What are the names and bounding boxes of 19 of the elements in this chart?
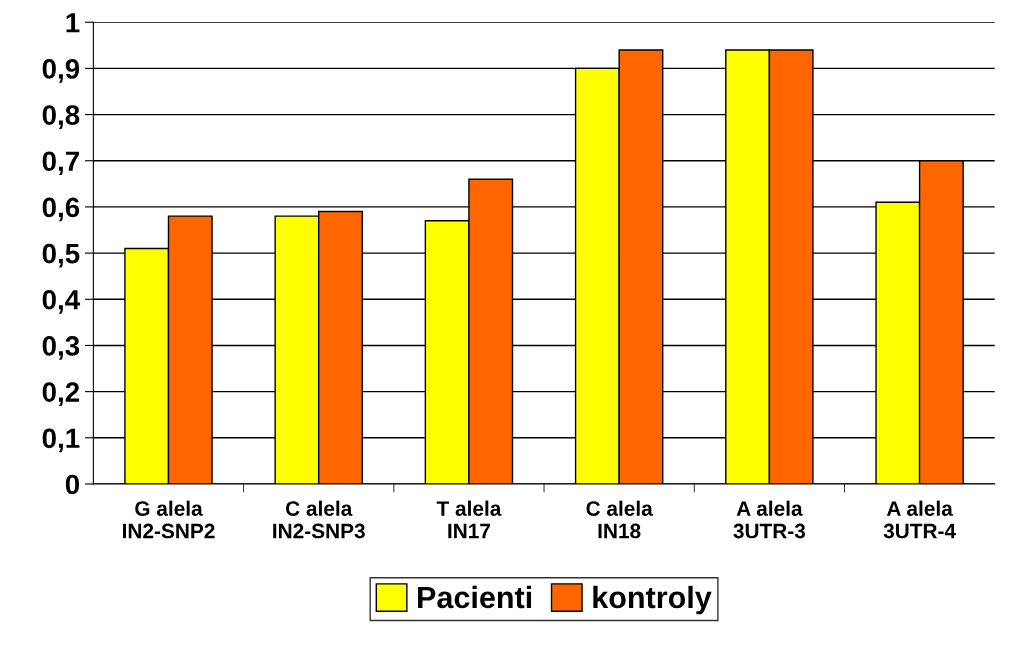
legend-label: kontroly: [593, 585, 712, 615]
y-tick-label: 0: [65, 474, 80, 495]
x-tick-label: A alela 3UTR-4: [883, 500, 956, 539]
y-tick-label: 0,8: [42, 105, 80, 129]
y-tick-label: 0,5: [42, 243, 80, 268]
x-tick-label: A alela 3UTR-3: [733, 500, 806, 539]
y-tick-label: 1: [66, 13, 80, 33]
legend-label: Pacienti: [418, 585, 532, 609]
x-tick-label: C alela IN2-SNP3: [273, 500, 365, 539]
y-tick-label: 0,9: [42, 59, 80, 83]
y-tick-label: 0,3: [42, 336, 80, 360]
y-tick-label: 0,1: [42, 428, 80, 453]
y-tick-label: 0,6: [42, 197, 80, 222]
y-tick-label: 0,7: [42, 151, 79, 176]
x-tick-label: G alela IN2-SNP2: [122, 500, 215, 539]
y-tick-label: 0,2: [42, 382, 80, 406]
y-tick-label: 0,4: [42, 289, 81, 314]
x-tick-label: C alela IN18: [586, 500, 653, 539]
x-tick-label: T alela IN17: [436, 500, 502, 539]
